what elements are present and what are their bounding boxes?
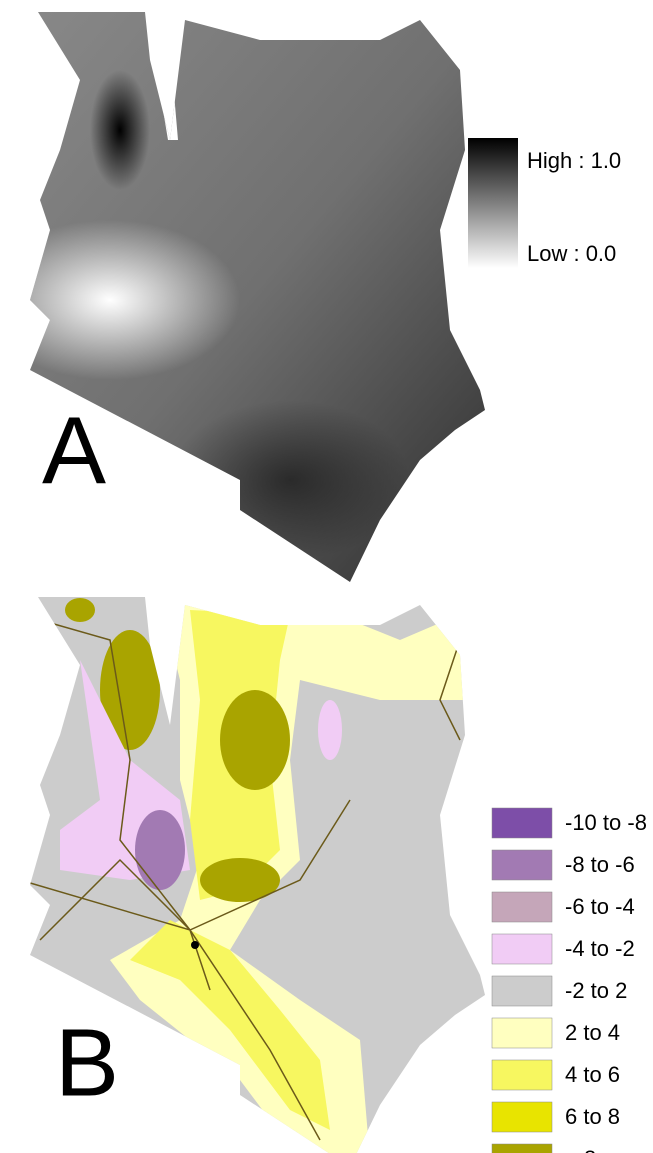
- legend-swatch: [492, 850, 552, 880]
- legend-swatch: [492, 1060, 552, 1090]
- legend-label: 6 to 8: [565, 1104, 620, 1129]
- legend-label: -6 to -4: [565, 894, 635, 919]
- legend-swatch: [492, 976, 552, 1006]
- legend-label: 4 to 6: [565, 1062, 620, 1087]
- legend-label: -2 to 2: [565, 978, 627, 1003]
- panel-label: A: [42, 397, 106, 504]
- map-a: High : 1.0 Low : 0.0 A: [0, 0, 621, 590]
- legend-swatch: [492, 808, 552, 838]
- legend-low: Low : 0.0: [527, 241, 616, 266]
- legend-swatch: [492, 1018, 552, 1048]
- legend-label: -4 to -2: [565, 936, 635, 961]
- legend-label: -8 to -6: [565, 852, 635, 877]
- legend-gradient: [468, 138, 518, 268]
- legend-swatch: [492, 1102, 552, 1132]
- legend-swatch: [492, 892, 552, 922]
- legend-swatch: [492, 934, 552, 964]
- legend-high: High : 1.0: [527, 148, 621, 173]
- legend-label: 2 to 4: [565, 1020, 620, 1045]
- panel-label: B: [55, 1009, 119, 1116]
- map-b: -10 to -8 -8 to -6 -6 to -4 -4 to -2 -2 to 2…: [0, 585, 647, 1153]
- legend-swatch: [492, 1144, 552, 1153]
- legend: -10 to -8 -8 to -6 -6 to -4 -4 to -2 -2 to 2…: [492, 808, 647, 1153]
- legend-label: > 8: [565, 1146, 596, 1153]
- legend-label: -10 to -8: [565, 810, 647, 835]
- figure: High : 1.0 Low : 0.0 A -10 to -8-8 to: [0, 0, 653, 1153]
